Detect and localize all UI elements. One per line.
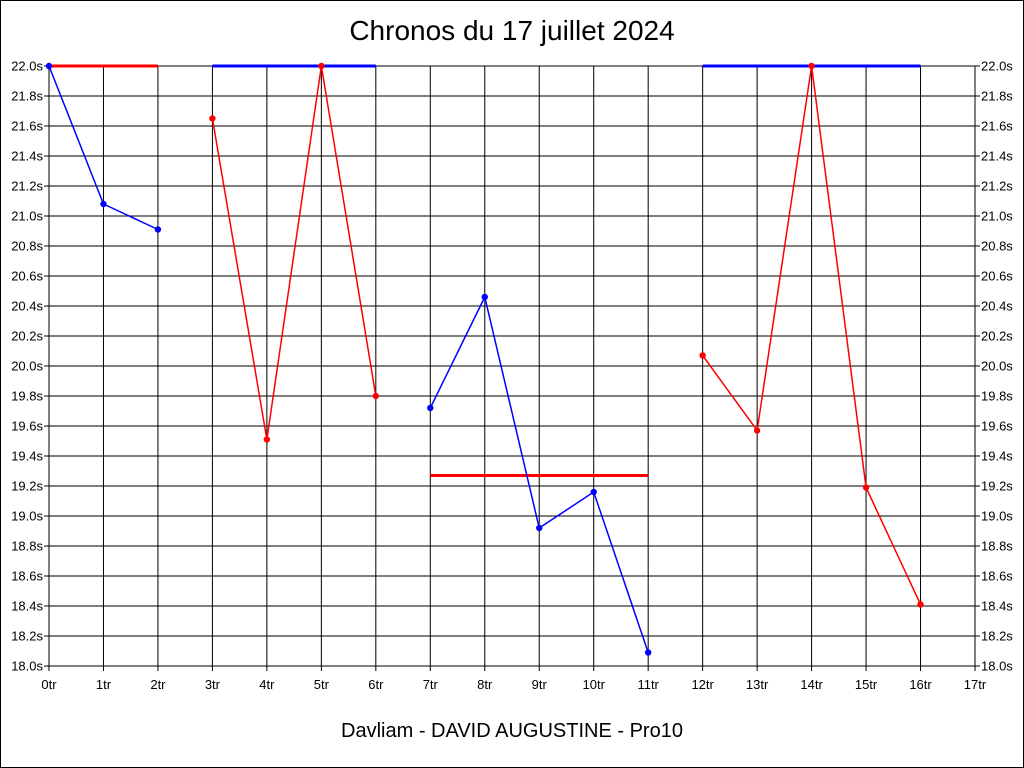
- y-tick-label-left: 18.6s: [11, 569, 43, 584]
- y-tick-label-left: 21.8s: [11, 89, 43, 104]
- x-tick-label: 5tr: [314, 677, 330, 692]
- data-point: [481, 293, 488, 301]
- y-tick-label-right: 18.6s: [981, 569, 1013, 584]
- y-tick-label-right: 20.8s: [981, 239, 1013, 254]
- y-tick-label-right: 19.2s: [981, 479, 1013, 494]
- y-tick-label-left: 19.8s: [11, 389, 43, 404]
- y-tick-label-right: 20.0s: [981, 359, 1013, 374]
- x-tick-label: 14tr: [800, 677, 823, 692]
- y-tick-label-left: 20.4s: [11, 299, 43, 314]
- x-tick-label: 17tr: [964, 677, 987, 692]
- y-tick-label-left: 20.2s: [11, 329, 43, 344]
- y-tick-label-right: 21.0s: [981, 209, 1013, 224]
- reference-lines: [49, 64, 921, 477]
- x-tick-label: 16tr: [909, 677, 932, 692]
- y-tick-label-left: 19.0s: [11, 509, 43, 524]
- x-tick-label: 15tr: [855, 677, 878, 692]
- y-tick-label-left: 18.4s: [11, 599, 43, 614]
- x-tick-label: 12tr: [691, 677, 714, 692]
- data-point: [699, 352, 706, 359]
- data-point: [100, 200, 107, 208]
- x-tick-label: 8tr: [477, 677, 493, 692]
- y-tick-label-left: 21.2s: [11, 179, 43, 194]
- x-tick-label: 6tr: [368, 677, 384, 692]
- x-axis-labels: 0tr 1tr 2tr 3tr 4tr 5tr 6tr 7tr 8tr 9tr 10tr 11tr 12…: [41, 677, 986, 692]
- y-tick-label-left: 20.6s: [11, 269, 43, 284]
- y-tick-label-left: 22.0s: [11, 59, 43, 74]
- y-tick-label-right: 19.6s: [981, 419, 1013, 434]
- y-tick-label-left: 20.8s: [11, 239, 43, 254]
- x-tick-label: 11tr: [637, 677, 659, 692]
- x-tick-label: 7tr: [423, 677, 439, 692]
- y-tick-label-left: 19.4s: [11, 449, 43, 464]
- y-tick-label-right: 19.4s: [981, 449, 1013, 464]
- y-tick-label-left: 19.6s: [11, 419, 43, 434]
- data-point: [917, 601, 924, 608]
- y-tick-label-left: 18.8s: [11, 539, 43, 554]
- data-point: [862, 484, 870, 491]
- data-point: [154, 226, 162, 233]
- y-tick-label-right: 18.2s: [981, 629, 1013, 644]
- grid-layer: [44, 65, 980, 671]
- data-point: [536, 524, 543, 532]
- x-tick-label: 13tr: [746, 677, 769, 692]
- y-axis-left-labels: 18.0s 18.2s 18.4s 18.6s 18.8s 19.0s 19.2s 19.4s…: [11, 59, 43, 674]
- y-tick-label-right: 20.4s: [981, 299, 1013, 314]
- data-point: [590, 488, 597, 496]
- series-layer: [45, 62, 924, 656]
- data-point: [318, 62, 325, 70]
- y-axis-right-labels: 18.0s 18.2s 18.4s 18.6s 18.8s 19.0s 19.2s 19.4s…: [981, 59, 1013, 674]
- y-tick-label-right: 20.2s: [981, 329, 1013, 344]
- y-tick-label-right: 21.6s: [981, 119, 1013, 134]
- y-tick-label-left: 21.6s: [11, 119, 43, 134]
- series-line: [211, 65, 377, 440]
- y-tick-label-left: 18.2s: [11, 629, 43, 644]
- y-tick-label-right: 21.2s: [981, 179, 1013, 194]
- y-tick-label-left: 21.4s: [11, 149, 43, 164]
- y-tick-label-right: 22.0s: [981, 59, 1013, 74]
- x-tick-label: 1tr: [96, 677, 112, 692]
- x-tick-label: 9tr: [532, 677, 548, 692]
- chart-title: Chronos du 17 juillet 2024: [349, 15, 675, 46]
- y-tick-label-right: 20.6s: [981, 269, 1013, 284]
- data-point: [263, 436, 271, 443]
- data-point: [644, 649, 652, 656]
- y-tick-label-left: 19.2s: [11, 479, 43, 494]
- x-tick-label: 2tr: [150, 677, 166, 692]
- data-point: [808, 62, 815, 70]
- data-point: [753, 427, 761, 434]
- data-point: [45, 62, 53, 70]
- y-tick-label-right: 19.0s: [981, 509, 1013, 524]
- x-tick-label: 0tr: [41, 677, 57, 692]
- y-tick-label-right: 18.8s: [981, 539, 1013, 554]
- y-tick-label-left: 18.0s: [11, 659, 43, 674]
- data-point: [209, 115, 216, 122]
- chart-footer: Davliam - DAVID AUGUSTINE - Pro10: [341, 720, 683, 742]
- x-tick-label: 10tr: [583, 677, 606, 692]
- y-tick-label-left: 20.0s: [11, 359, 43, 374]
- y-tick-label-right: 18.4s: [981, 599, 1013, 614]
- y-tick-label-left: 21.0s: [11, 209, 43, 224]
- x-tick-label: 3tr: [205, 677, 221, 692]
- data-point: [427, 404, 434, 412]
- y-tick-label-right: 18.0s: [981, 659, 1013, 674]
- y-tick-label-right: 21.4s: [981, 149, 1013, 164]
- y-tick-label-right: 19.8s: [981, 389, 1013, 404]
- x-tick-label: 4tr: [259, 677, 275, 692]
- y-tick-label-right: 21.8s: [981, 89, 1013, 104]
- data-point: [372, 392, 380, 400]
